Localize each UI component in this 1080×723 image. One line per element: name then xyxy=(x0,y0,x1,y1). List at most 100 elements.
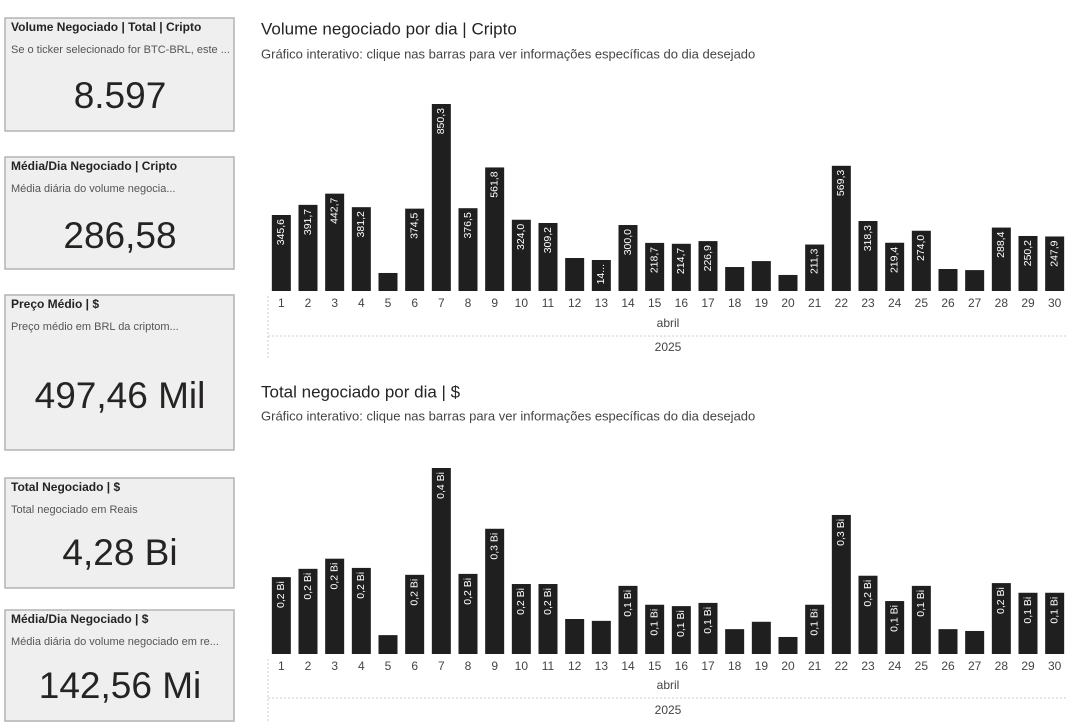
bar[interactable] xyxy=(805,244,825,291)
bar[interactable] xyxy=(805,604,825,654)
value-label: 0,2 Bi xyxy=(408,579,420,606)
bar[interactable] xyxy=(271,214,291,291)
value-label: 0,2 Bi xyxy=(542,588,554,615)
bar[interactable] xyxy=(991,227,1011,291)
bar[interactable] xyxy=(1045,592,1065,654)
value-label: 850,3 xyxy=(435,108,447,134)
value-label: 0,2 Bi xyxy=(355,572,367,599)
bar[interactable] xyxy=(751,261,771,291)
bar[interactable] xyxy=(538,584,558,654)
bar[interactable] xyxy=(725,267,745,291)
card-value: 286,58 xyxy=(63,215,176,256)
bar[interactable] xyxy=(698,241,718,291)
bar[interactable] xyxy=(858,220,878,291)
card-subtitle: Preço médio em BRL da criptom... xyxy=(11,321,179,333)
bar[interactable] xyxy=(485,528,505,654)
bar[interactable] xyxy=(618,585,638,654)
card-subtitle: Total negociado em Reais xyxy=(11,504,138,516)
bar[interactable] xyxy=(938,629,958,654)
bar[interactable] xyxy=(591,620,611,654)
bar[interactable] xyxy=(325,193,345,291)
bar[interactable] xyxy=(991,583,1011,654)
x-tick-label: 29 xyxy=(1021,659,1035,673)
x-tick-label: 25 xyxy=(915,296,929,310)
bar[interactable] xyxy=(565,619,585,654)
x-tick-label: 1 xyxy=(278,659,285,673)
bar[interactable] xyxy=(378,635,398,654)
bar[interactable] xyxy=(911,230,931,291)
bar[interactable] xyxy=(378,272,398,291)
bar[interactable] xyxy=(858,575,878,654)
value-label: 0,1 Bi xyxy=(702,607,714,634)
x-tick-label: 15 xyxy=(648,296,662,310)
x-tick-label: 20 xyxy=(781,296,795,310)
value-label: 374,5 xyxy=(408,212,420,238)
x-tick-label: 3 xyxy=(331,659,338,673)
bar[interactable] xyxy=(698,602,718,654)
bar[interactable] xyxy=(298,204,318,291)
chart-subtitle: Gráfico interativo: clique nas barras pa… xyxy=(261,46,755,61)
bar[interactable] xyxy=(351,207,371,291)
bar[interactable] xyxy=(671,606,691,654)
value-label: 376,5 xyxy=(462,212,474,238)
bar[interactable] xyxy=(431,468,451,654)
bar[interactable] xyxy=(1045,236,1065,291)
x-tick-label: 2 xyxy=(305,296,312,310)
x-tick-label: 22 xyxy=(835,659,849,673)
bar[interactable] xyxy=(511,584,531,654)
bar[interactable] xyxy=(405,208,425,291)
bar[interactable] xyxy=(831,165,851,291)
card xyxy=(4,156,235,270)
bar[interactable] xyxy=(591,259,611,291)
bar[interactable] xyxy=(538,223,558,291)
x-group-label: 2025 xyxy=(655,703,682,717)
bar[interactable] xyxy=(911,585,931,654)
bar[interactable] xyxy=(938,269,958,291)
bar[interactable] xyxy=(298,568,318,654)
bar[interactable] xyxy=(645,242,665,291)
bar[interactable] xyxy=(725,629,745,654)
x-tick-label: 13 xyxy=(595,296,609,310)
bar[interactable] xyxy=(405,574,425,654)
x-tick-label: 21 xyxy=(808,659,822,673)
value-label: 0,2 Bi xyxy=(862,580,874,607)
bar[interactable] xyxy=(831,514,851,654)
bar[interactable] xyxy=(325,558,345,654)
bar[interactable] xyxy=(431,104,451,291)
value-label: 345,6 xyxy=(275,219,287,245)
x-tick-label: 2 xyxy=(305,659,312,673)
bar[interactable] xyxy=(645,604,665,654)
bar[interactable] xyxy=(458,208,478,291)
value-label: 569,3 xyxy=(835,170,847,196)
bar[interactable] xyxy=(885,601,905,654)
x-tick-label: 29 xyxy=(1021,296,1035,310)
bar[interactable] xyxy=(778,274,798,291)
value-label: 214,7 xyxy=(675,248,687,274)
bar[interactable] xyxy=(458,573,478,654)
x-tick-label: 24 xyxy=(888,296,902,310)
value-label: 218,7 xyxy=(648,247,660,273)
bar[interactable] xyxy=(511,219,531,291)
bar[interactable] xyxy=(351,567,371,654)
x-tick-label: 11 xyxy=(542,659,555,673)
value-label: 14... xyxy=(595,264,607,284)
bar[interactable] xyxy=(271,577,291,654)
card-subtitle: Se o ticker selecionado for BTC-BRL, est… xyxy=(11,44,230,56)
bar[interactable] xyxy=(965,270,985,291)
value-label: 0,1 Bi xyxy=(808,609,820,636)
bar[interactable] xyxy=(485,167,505,291)
bar[interactable] xyxy=(671,243,691,291)
x-axis-label: abril xyxy=(657,316,680,330)
bar[interactable] xyxy=(1018,235,1038,291)
bar[interactable] xyxy=(965,630,985,654)
bar[interactable] xyxy=(1018,592,1038,654)
bar[interactable] xyxy=(565,258,585,291)
value-label: 226,9 xyxy=(702,245,714,271)
x-tick-label: 18 xyxy=(728,659,742,673)
bar[interactable] xyxy=(778,636,798,654)
bar[interactable] xyxy=(618,225,638,291)
bar[interactable] xyxy=(751,621,771,654)
bar[interactable] xyxy=(885,242,905,291)
value-label: 0,2 Bi xyxy=(515,588,527,615)
